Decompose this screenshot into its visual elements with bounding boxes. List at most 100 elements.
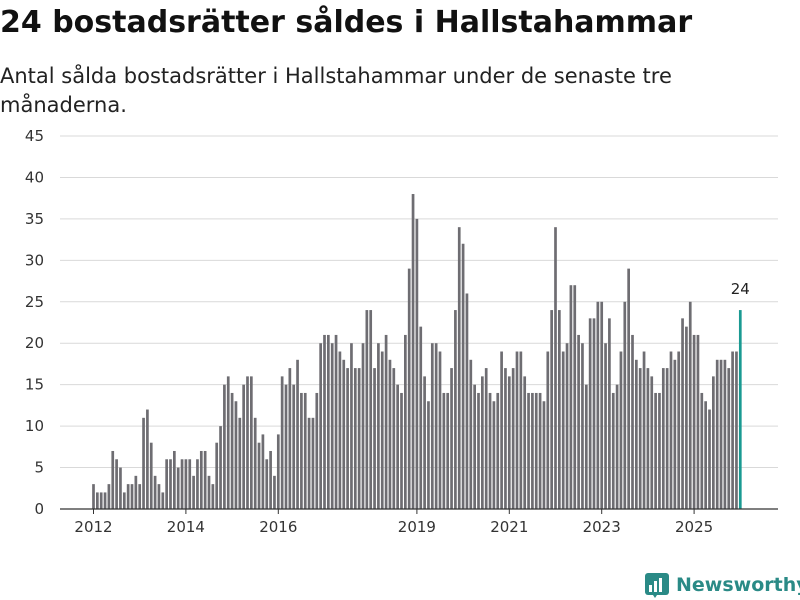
bar[interactable] (292, 384, 296, 509)
bar[interactable] (685, 326, 688, 509)
bar[interactable] (365, 310, 369, 509)
bar[interactable] (134, 475, 138, 509)
bar[interactable] (473, 384, 476, 509)
bar[interactable] (184, 459, 188, 509)
bar[interactable] (176, 467, 180, 509)
bar[interactable] (284, 384, 288, 509)
bar[interactable] (400, 392, 403, 509)
bar[interactable] (665, 368, 669, 509)
bar[interactable] (677, 351, 681, 509)
bar[interactable] (623, 301, 627, 509)
bar[interactable] (265, 459, 269, 509)
bar[interactable] (226, 376, 230, 509)
bar[interactable] (488, 392, 492, 509)
bar[interactable] (323, 334, 326, 509)
bar[interactable] (342, 359, 346, 509)
bar[interactable] (380, 351, 384, 509)
bar[interactable] (126, 484, 130, 509)
bar[interactable] (165, 459, 168, 509)
bar[interactable] (388, 359, 392, 509)
bar[interactable] (257, 442, 261, 509)
bar[interactable] (373, 368, 376, 509)
bar[interactable] (276, 434, 280, 509)
bar[interactable] (157, 484, 161, 509)
bar[interactable] (334, 334, 338, 509)
bar[interactable] (377, 343, 380, 509)
bar[interactable] (696, 334, 700, 509)
bar[interactable] (438, 351, 442, 509)
bar[interactable] (192, 475, 195, 509)
bar[interactable] (592, 318, 596, 509)
bar[interactable] (303, 392, 307, 509)
bar[interactable] (142, 417, 145, 509)
bar[interactable] (515, 351, 519, 509)
bar[interactable] (111, 450, 115, 509)
bar[interactable] (384, 334, 388, 509)
bar[interactable] (673, 359, 677, 509)
bar[interactable] (731, 351, 734, 509)
bar[interactable] (669, 351, 673, 509)
bar[interactable] (153, 475, 157, 509)
bar[interactable] (627, 268, 630, 509)
bar[interactable] (600, 301, 604, 509)
bar[interactable] (146, 409, 149, 509)
bar[interactable] (550, 310, 553, 509)
bar[interactable] (253, 417, 257, 509)
bar[interactable] (642, 351, 646, 509)
bar[interactable] (658, 392, 661, 509)
bar-latest[interactable] (738, 310, 742, 509)
bar[interactable] (149, 442, 153, 509)
bar[interactable] (442, 392, 446, 509)
bar[interactable] (430, 343, 434, 509)
bar[interactable] (350, 343, 353, 509)
bar[interactable] (573, 285, 577, 509)
bar[interactable] (92, 484, 95, 509)
bar[interactable] (327, 334, 330, 509)
bar[interactable] (723, 359, 727, 509)
bar[interactable] (319, 343, 322, 509)
bar[interactable] (396, 384, 399, 509)
bar[interactable] (107, 484, 111, 509)
bar[interactable] (423, 376, 426, 509)
bar[interactable] (353, 368, 357, 509)
bar[interactable] (654, 392, 657, 509)
bar[interactable] (130, 484, 134, 509)
bar[interactable] (407, 268, 411, 509)
bar[interactable] (531, 392, 534, 509)
bar[interactable] (427, 401, 430, 509)
bar[interactable] (542, 401, 546, 509)
bar[interactable] (250, 376, 253, 509)
bar[interactable] (492, 401, 496, 509)
bar[interactable] (565, 343, 569, 509)
bar[interactable] (619, 351, 623, 509)
bar[interactable] (196, 459, 199, 509)
bar[interactable] (635, 359, 638, 509)
bar[interactable] (534, 392, 538, 509)
bar[interactable] (296, 359, 299, 509)
bar[interactable] (288, 368, 292, 509)
bar[interactable] (708, 409, 711, 509)
bar[interactable] (519, 351, 523, 509)
bar[interactable] (484, 368, 488, 509)
bar[interactable] (261, 434, 265, 509)
bar[interactable] (315, 392, 319, 509)
bar[interactable] (650, 376, 654, 509)
bar[interactable] (346, 368, 349, 509)
bar[interactable] (180, 459, 184, 509)
bar[interactable] (511, 368, 515, 509)
bar[interactable] (99, 492, 103, 509)
bar[interactable] (273, 475, 276, 509)
bar[interactable] (588, 318, 592, 509)
bar[interactable] (608, 318, 611, 509)
bar[interactable] (469, 359, 473, 509)
bar[interactable] (280, 376, 284, 509)
bar[interactable] (300, 392, 303, 509)
bar[interactable] (631, 334, 634, 509)
bar[interactable] (554, 227, 557, 509)
bar[interactable] (461, 243, 465, 509)
bar[interactable] (527, 392, 530, 509)
bar[interactable] (199, 450, 203, 509)
bar[interactable] (161, 492, 165, 509)
bar[interactable] (581, 343, 584, 509)
bar[interactable] (454, 310, 457, 509)
